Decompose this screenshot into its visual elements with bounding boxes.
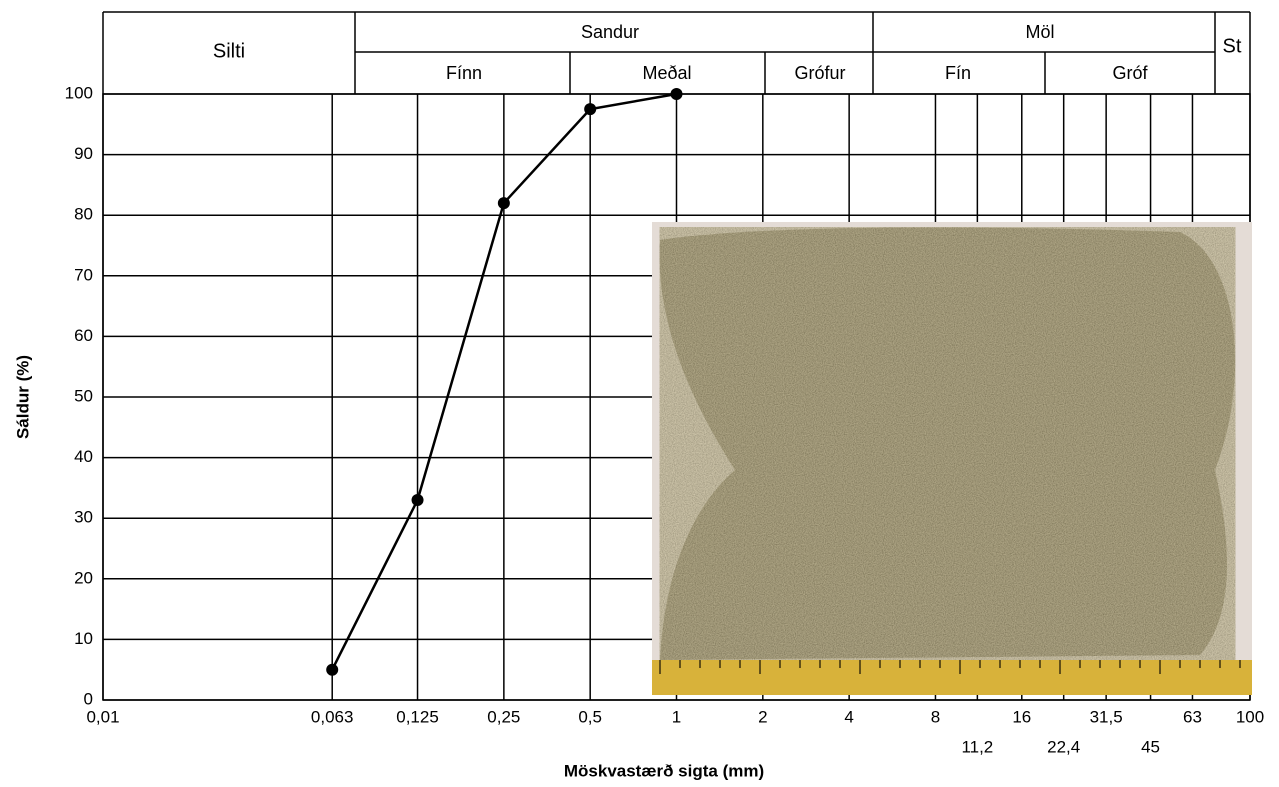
class-label: Silti xyxy=(213,40,245,62)
ruler-ticks xyxy=(659,660,1241,674)
x-tick-label: 22,4 xyxy=(1047,737,1080,756)
y-tick-label: 30 xyxy=(74,508,93,527)
x-tick-label: 45 xyxy=(1141,737,1160,756)
class-label: Fínn xyxy=(446,63,482,83)
data-point xyxy=(584,103,597,116)
x-tick-label: 31,5 xyxy=(1090,707,1123,726)
x-tick-label: 4 xyxy=(844,707,853,726)
sand-texture xyxy=(659,227,1236,660)
x-tick-label: 8 xyxy=(931,707,940,726)
y-tick-label: 90 xyxy=(74,144,93,163)
plot xyxy=(326,88,683,676)
ruler xyxy=(652,660,1252,695)
data-point xyxy=(411,494,424,507)
x-tick-label: 1 xyxy=(672,707,681,726)
x-tick-label: 0,25 xyxy=(487,707,520,726)
data-point xyxy=(670,88,683,100)
y-tick-label: 100 xyxy=(65,83,93,102)
class-label: Meðal xyxy=(642,63,691,83)
class-label: Grófur xyxy=(794,63,845,83)
class-label: Möl xyxy=(1025,22,1054,42)
x-tick-label: 100 xyxy=(1236,707,1264,726)
x-tick-label: 11,2 xyxy=(961,737,993,756)
class-label: Fín xyxy=(945,63,971,83)
y-axis-title: Sáldur (%) xyxy=(13,355,32,439)
x-axis-title: Möskvastærð sigta (mm) xyxy=(564,761,764,780)
class-label: Gróf xyxy=(1112,63,1148,83)
class-label: St xyxy=(1223,35,1242,57)
x-tick-label: 2 xyxy=(758,707,767,726)
x-tick-label: 16 xyxy=(1012,707,1031,726)
y-tick-label: 40 xyxy=(74,447,93,466)
y-tick-label: 60 xyxy=(74,326,93,345)
sample-photo xyxy=(652,222,1252,695)
x-tick-label: 0,01 xyxy=(86,707,119,726)
x-tick-label: 0,5 xyxy=(578,707,602,726)
class-label: Sandur xyxy=(581,22,639,42)
y-tick-label: 70 xyxy=(74,265,93,284)
y-tick-label: 20 xyxy=(74,568,93,587)
x-tick-label: 63 xyxy=(1183,707,1202,726)
y-tick-label: 0 xyxy=(84,689,93,708)
y-tick-label: 50 xyxy=(74,386,93,405)
data-point xyxy=(497,197,510,210)
y-tick-label: 80 xyxy=(74,205,93,224)
data-point xyxy=(326,663,339,676)
x-tick-label: 0,063 xyxy=(311,707,354,726)
size-class-header: Silti Sandur Möl St Fínn Meðal Grófur Fí… xyxy=(102,11,1251,94)
y-tick-label: 10 xyxy=(74,629,93,648)
x-tick-label: 0,125 xyxy=(396,707,439,726)
